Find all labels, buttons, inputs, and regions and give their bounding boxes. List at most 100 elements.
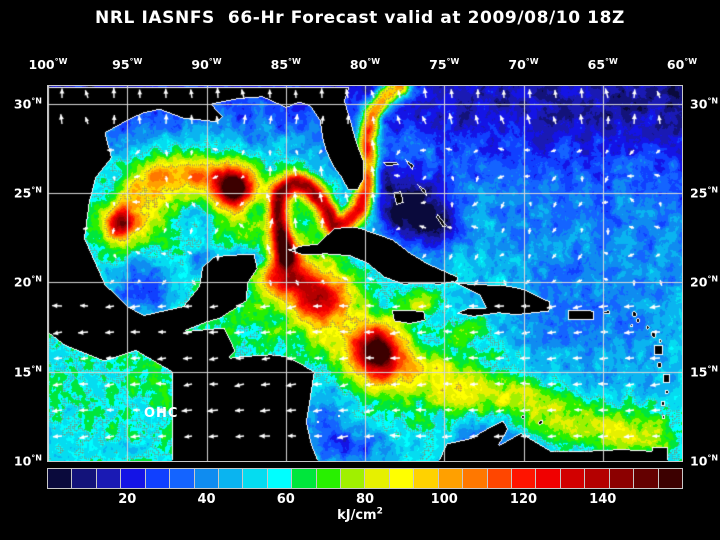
degree-west-suffix: °W	[525, 56, 539, 66]
lon-tick-100: 100°W	[29, 57, 68, 72]
degree-west-suffix: °W	[54, 56, 68, 66]
lat-tick-value: 20	[690, 274, 708, 290]
colorbar-cell-19	[512, 469, 537, 488]
ohc-heatmap-canvas	[48, 86, 682, 461]
colorbar-cell-12	[341, 469, 366, 488]
colorbar-cell-9	[267, 469, 293, 488]
degree-north-suffix: °N	[31, 96, 42, 106]
lat-tick-value: 15	[13, 364, 32, 380]
degree-west-suffix: °W	[446, 56, 460, 66]
colorbar-tick-140: 140	[589, 492, 617, 507]
colorbar-cell-3	[121, 469, 146, 488]
colorbar-cell-16	[438, 469, 464, 488]
lat-tick-left-30: 30°N	[14, 96, 42, 111]
lon-tick-60: 60°W	[667, 57, 697, 72]
lat-tick-value: 25	[13, 185, 32, 201]
lat-tick-value: 10	[690, 453, 708, 469]
lon-tick-95: 95°W	[112, 57, 142, 72]
colorbar-cell-24	[634, 469, 659, 488]
colorbar-tick-20: 20	[118, 492, 137, 507]
lat-tick-right-30: 30°N	[690, 96, 718, 111]
lon-tick-value: 90	[191, 57, 209, 72]
lon-tick-value: 65	[587, 57, 606, 72]
colorbar-cell-25	[658, 469, 682, 488]
lon-tick-value: 80	[349, 57, 368, 72]
degree-west-suffix: °W	[684, 56, 698, 66]
lat-tick-left-10: 10°N	[14, 454, 42, 469]
colorbar-cell-13	[365, 469, 390, 488]
colorbar-tick-80: 80	[355, 492, 375, 507]
colorbar-cell-17	[463, 469, 488, 488]
colorbar-cell-23	[609, 469, 635, 488]
lat-tick-right-10: 10°N	[690, 454, 718, 469]
lat-tick-left-20: 20°N	[14, 275, 42, 290]
degree-north-suffix: °N	[707, 274, 719, 284]
degree-north-suffix: °N	[31, 274, 42, 284]
colorbar-cell-2	[96, 469, 122, 488]
lat-tick-value: 30	[690, 96, 708, 112]
lon-tick-value: 70	[508, 57, 526, 72]
degree-north-suffix: °N	[31, 364, 42, 374]
lon-tick-70: 70°W	[508, 57, 538, 72]
lon-tick-80: 80°W	[350, 57, 380, 72]
degree-west-suffix: °W	[208, 56, 222, 66]
colorbar-tick-120: 120	[509, 492, 538, 507]
lat-tick-left-25: 25°N	[14, 186, 42, 201]
lat-tick-right-20: 20°N	[690, 275, 718, 290]
lat-tick-value: 25	[690, 185, 708, 201]
degree-north-suffix: °N	[707, 96, 719, 106]
lat-tick-right-25: 25°N	[690, 186, 718, 201]
colorbar-cells	[48, 469, 682, 488]
colorbar-cell-20	[536, 469, 561, 488]
lon-tick-value: 85	[270, 57, 289, 72]
lat-tick-value: 20	[13, 274, 32, 290]
colorbar-cell-22	[585, 469, 610, 488]
colorbar-tick-100: 100	[430, 492, 458, 507]
degree-west-suffix: °W	[129, 56, 143, 66]
degree-north-suffix: °N	[707, 453, 719, 463]
colorbar-cell-11	[316, 469, 342, 488]
lon-tick-value: 100	[28, 57, 55, 72]
lon-tick-85: 85°W	[271, 57, 301, 72]
colorbar-cell-7	[218, 469, 244, 488]
colorbar-cell-4	[145, 469, 171, 488]
colorbar-cell-21	[560, 469, 586, 488]
lat-tick-value: 10	[13, 453, 32, 469]
degree-north-suffix: °N	[707, 364, 719, 374]
colorbar-cell-8	[243, 469, 268, 488]
degree-west-suffix: °W	[367, 56, 381, 66]
lat-tick-left-15: 15°N	[14, 364, 42, 379]
lon-tick-65: 65°W	[588, 57, 618, 72]
colorbar-unit-label: kJ/cm2	[0, 506, 720, 523]
colorbar-cell-15	[414, 469, 439, 488]
lon-tick-value: 75	[429, 57, 447, 72]
degree-west-suffix: °W	[288, 56, 301, 66]
degree-north-suffix: °N	[707, 185, 719, 195]
colorbar-cell-18	[487, 469, 513, 488]
unit-exponent: 2	[376, 506, 383, 517]
lon-tick-value: 95	[112, 57, 130, 72]
colorbar-cell-14	[389, 469, 415, 488]
degree-north-suffix: °N	[31, 453, 42, 463]
colorbar-cell-0	[48, 469, 73, 488]
colorbar-cell-5	[170, 469, 195, 488]
colorbar-tick-40: 40	[197, 492, 216, 507]
lon-tick-value: 60	[666, 57, 685, 72]
degree-north-suffix: °N	[31, 185, 42, 195]
degree-west-suffix: °W	[605, 56, 618, 66]
colorbar[interactable]	[47, 468, 683, 489]
lat-tick-value: 15	[690, 364, 708, 380]
lat-tick-right-15: 15°N	[690, 364, 718, 379]
colorbar-cell-6	[194, 469, 219, 488]
colorbar-cell-10	[292, 469, 317, 488]
lon-tick-90: 90°W	[191, 57, 221, 72]
colorbar-tick-60: 60	[276, 492, 295, 507]
ohc-annotation-label: OHC	[144, 406, 179, 421]
lat-tick-value: 30	[13, 96, 32, 112]
unit-text: kJ/cm	[337, 508, 377, 523]
map-panel[interactable]: OHC	[47, 85, 683, 462]
colorbar-cell-1	[72, 469, 97, 488]
lon-tick-75: 75°W	[429, 57, 459, 72]
page-title: NRL IASNFS 66-Hr Forecast valid at 2009/…	[95, 8, 625, 28]
